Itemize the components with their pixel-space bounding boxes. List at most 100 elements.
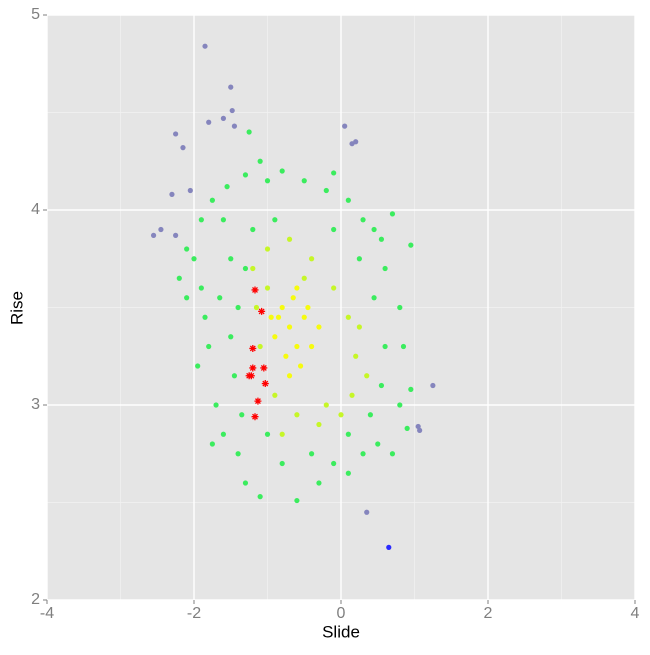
point	[323, 187, 329, 194]
point	[342, 123, 348, 129]
star-point	[249, 364, 257, 372]
point	[173, 131, 179, 137]
point	[279, 431, 285, 437]
point	[378, 382, 385, 389]
point	[235, 451, 241, 457]
point	[294, 343, 300, 350]
point	[331, 285, 337, 291]
point	[316, 324, 322, 330]
point	[169, 191, 175, 197]
points	[150, 43, 436, 550]
point	[316, 421, 322, 428]
point	[220, 217, 226, 223]
y-tick-label: 2	[31, 591, 40, 608]
point	[202, 314, 208, 320]
point	[345, 314, 351, 320]
point	[235, 304, 241, 311]
point	[364, 509, 370, 515]
x-axis-label: Slide	[322, 622, 360, 641]
star-point	[258, 307, 266, 315]
point	[371, 295, 377, 301]
point	[331, 226, 337, 233]
point	[371, 226, 377, 233]
star-point	[251, 413, 259, 421]
point	[382, 265, 388, 272]
point	[404, 425, 410, 431]
point	[353, 353, 359, 359]
point	[417, 427, 423, 433]
point	[184, 246, 190, 252]
point	[239, 412, 245, 418]
point	[301, 275, 307, 281]
x-tick-label: 0	[337, 605, 346, 622]
point	[158, 226, 164, 233]
point	[231, 373, 238, 379]
point	[195, 363, 201, 369]
point	[176, 275, 182, 281]
star-point	[249, 344, 257, 352]
point	[253, 304, 260, 311]
point	[268, 314, 274, 320]
point	[187, 187, 193, 194]
point	[246, 129, 252, 135]
point	[228, 256, 234, 262]
point	[180, 145, 186, 151]
star-point	[251, 286, 259, 294]
point	[220, 431, 226, 437]
point	[400, 343, 407, 350]
point	[206, 119, 212, 125]
point	[382, 343, 388, 350]
point	[272, 217, 278, 223]
point	[364, 373, 370, 379]
point	[430, 382, 436, 389]
point	[397, 402, 403, 408]
point	[290, 295, 296, 301]
star-point	[260, 364, 268, 372]
point	[305, 304, 311, 311]
grid	[46, 14, 636, 601]
point	[264, 285, 271, 291]
y-tick-label: 3	[31, 396, 40, 413]
y-tick-label: 5	[31, 6, 40, 23]
y-tick-label: 4	[31, 201, 40, 218]
point	[272, 392, 278, 398]
point	[220, 115, 226, 121]
point	[228, 84, 234, 90]
point	[367, 412, 373, 418]
point	[272, 334, 278, 340]
point	[286, 236, 293, 242]
point	[316, 480, 322, 486]
point	[378, 236, 385, 242]
point	[228, 334, 234, 340]
point	[360, 451, 366, 457]
point	[264, 431, 271, 437]
point	[286, 324, 293, 330]
point	[301, 178, 307, 184]
point	[279, 304, 285, 311]
y-axis-label: Rise	[7, 291, 26, 325]
point	[264, 246, 271, 252]
point	[338, 412, 344, 418]
point	[242, 265, 249, 272]
point	[202, 43, 208, 49]
point	[209, 197, 215, 203]
point	[206, 343, 212, 350]
point	[294, 497, 300, 504]
point	[198, 285, 204, 291]
point	[353, 139, 359, 145]
point	[275, 314, 282, 320]
star-point	[261, 380, 269, 388]
star-point	[254, 397, 262, 405]
point	[283, 353, 289, 359]
x-tick-label: -4	[40, 605, 54, 622]
point	[345, 431, 351, 437]
point	[264, 178, 271, 184]
point	[191, 256, 197, 262]
point	[279, 168, 285, 174]
point	[408, 386, 414, 392]
point	[309, 256, 315, 262]
point	[386, 544, 392, 550]
point	[323, 402, 329, 408]
